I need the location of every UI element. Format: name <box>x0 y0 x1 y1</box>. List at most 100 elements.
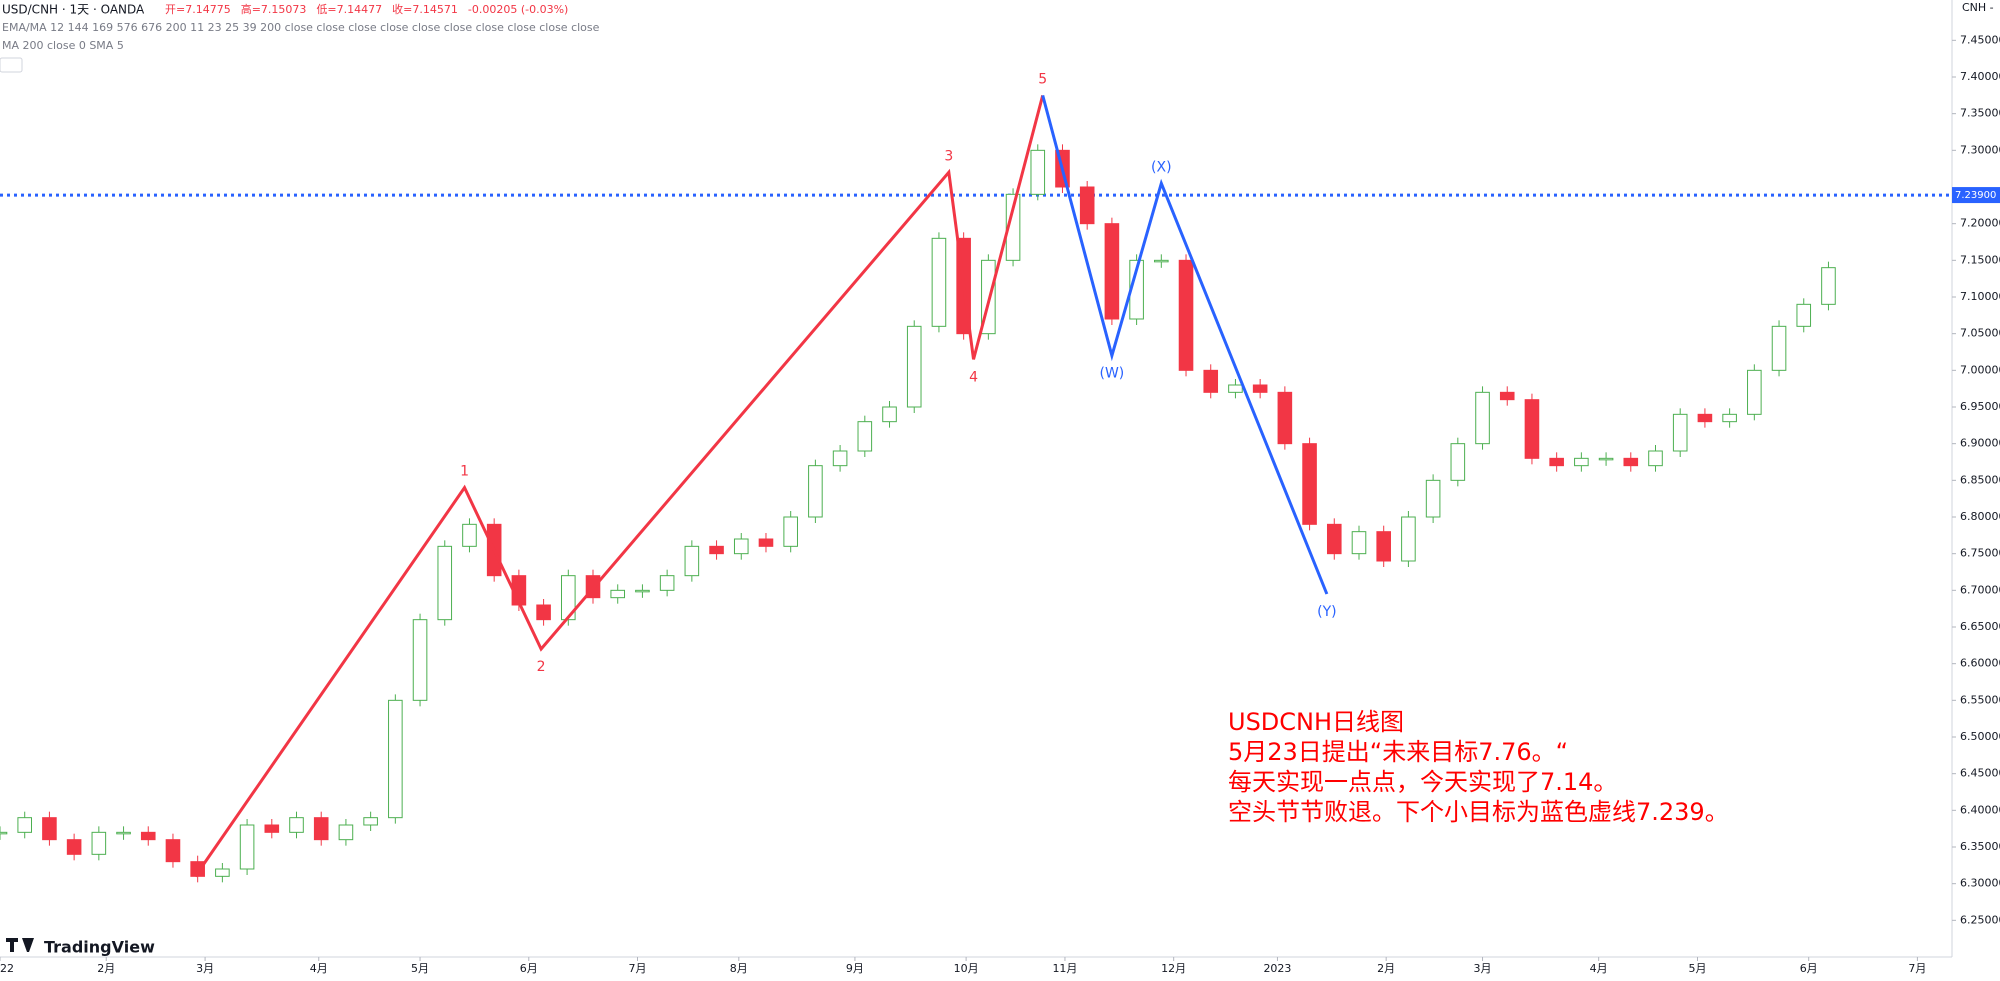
candle-body <box>882 406 897 423</box>
candle-body <box>536 604 551 621</box>
y-tick-label: 7.35000 <box>1960 107 2000 120</box>
candle-body <box>363 817 378 826</box>
indicator-line: MA 200 close 0 SMA 5 <box>2 39 124 52</box>
y-tick-label: 6.30000 <box>1960 877 2000 890</box>
candle-body <box>832 450 848 467</box>
target-label: 7.23900 <box>1955 190 1996 201</box>
candle-body <box>412 619 428 701</box>
ohlc-value: -0.00205 (-0.03%) <box>468 3 568 16</box>
x-tick-label: 6月 <box>1800 962 1818 975</box>
wave-label: (X) <box>1151 159 1172 175</box>
y-tick-label: 6.65000 <box>1960 620 2000 633</box>
x-tick-label: 4月 <box>1590 962 1608 975</box>
wave-label: (W) <box>1100 366 1125 382</box>
y-axis-label: CNH - <box>1962 1 1994 14</box>
wave-line <box>193 94 1045 878</box>
candle-body <box>1598 457 1614 461</box>
candle-body <box>264 824 280 833</box>
candle-body <box>239 824 255 870</box>
candle-body <box>388 699 403 819</box>
candle-body <box>140 831 156 841</box>
candle-body <box>1648 450 1663 467</box>
candle-body <box>1425 479 1441 518</box>
x-tick-label: 5月 <box>1688 962 1706 975</box>
y-tick-label: 7.40000 <box>1960 70 2000 83</box>
candle-body <box>1697 413 1713 423</box>
candle-body <box>1796 303 1812 327</box>
candle-body <box>906 325 922 408</box>
x-tick-label: 12月 <box>1161 962 1186 975</box>
x-tick-label: 7月 <box>1908 962 1926 975</box>
candle-body <box>1228 384 1243 393</box>
y-tick-label: 7.00000 <box>1960 363 2000 376</box>
candle-body <box>1499 391 1515 401</box>
candle-body <box>1747 369 1762 415</box>
x-tick-label: 10月 <box>954 962 979 975</box>
candle-body <box>931 237 947 327</box>
candle-body <box>684 545 700 577</box>
candle-body <box>313 817 329 841</box>
ohlc-value: 低=7.14477 <box>316 3 382 16</box>
y-tick-label: 6.70000 <box>1960 583 2000 596</box>
ohlc-value: 高=7.15073 <box>241 2 307 16</box>
y-tick-label: 7.45000 <box>1960 33 2000 46</box>
collapse-button[interactable] <box>0 57 23 73</box>
x-tick-label: 2023 <box>1263 962 1291 975</box>
annotation-line: 每天实现一点点，今天实现了7.14。 <box>1228 768 1617 796</box>
ohlc-value: 收=7.14571 <box>392 2 458 16</box>
wave-label: 5 <box>1038 71 1047 87</box>
y-tick-label: 6.45000 <box>1960 767 2000 780</box>
y-tick-label: 6.50000 <box>1960 730 2000 743</box>
y-tick-label: 6.75000 <box>1960 547 2000 560</box>
y-tick-label: 6.25000 <box>1960 913 2000 926</box>
candle-body <box>1252 384 1268 393</box>
candle-body <box>1277 391 1293 445</box>
candle-body <box>116 831 131 835</box>
candle-body <box>42 817 57 841</box>
y-tick-label: 6.35000 <box>1960 840 2000 853</box>
x-tick-label: 3月 <box>196 962 214 975</box>
candle-body <box>165 839 181 863</box>
candle-body <box>1005 193 1021 261</box>
candle-body <box>635 589 650 593</box>
y-tick-label: 7.10000 <box>1960 290 2000 303</box>
candle-body <box>758 538 774 547</box>
candle-body <box>561 575 576 621</box>
candle-body <box>91 831 107 855</box>
candle-body <box>17 817 33 833</box>
candle-body <box>1302 443 1317 525</box>
y-tick-label: 7.20000 <box>1960 217 2000 230</box>
y-tick-label: 6.80000 <box>1960 510 2000 523</box>
candle-body <box>1524 399 1540 459</box>
wave-label: 2 <box>537 659 546 675</box>
x-tick-label: 2022 <box>0 962 14 975</box>
wave-line <box>1041 94 1329 595</box>
candle-body <box>1203 369 1219 393</box>
x-tick-label: 4月 <box>310 962 328 975</box>
candle-body <box>0 831 8 835</box>
candle-body <box>1771 325 1787 371</box>
candle-body <box>1154 259 1169 263</box>
y-tick-label: 6.90000 <box>1960 437 2000 450</box>
candle-body <box>659 575 675 591</box>
candle-body <box>808 465 823 518</box>
candle-body <box>215 868 230 877</box>
y-tick-label: 6.60000 <box>1960 657 2000 670</box>
candle-body <box>437 545 453 621</box>
x-tick-label: 9月 <box>846 962 864 975</box>
wave-label: 1 <box>460 464 469 480</box>
candle-body <box>610 589 626 599</box>
candle-body <box>1351 531 1367 555</box>
y-tick-label: 6.85000 <box>1960 473 2000 486</box>
brand-logo <box>6 938 34 952</box>
candle-body <box>1104 223 1120 320</box>
candle-body <box>1722 413 1737 423</box>
candle-body <box>1549 457 1564 467</box>
annotation-line: 5月23日提出“未来目标7.76。“ <box>1228 738 1568 766</box>
x-tick-label: 2月 <box>1377 962 1395 975</box>
x-tick-label: 5月 <box>411 962 429 975</box>
y-tick-label: 6.95000 <box>1960 400 2000 413</box>
x-tick-label: 3月 <box>1474 962 1492 975</box>
